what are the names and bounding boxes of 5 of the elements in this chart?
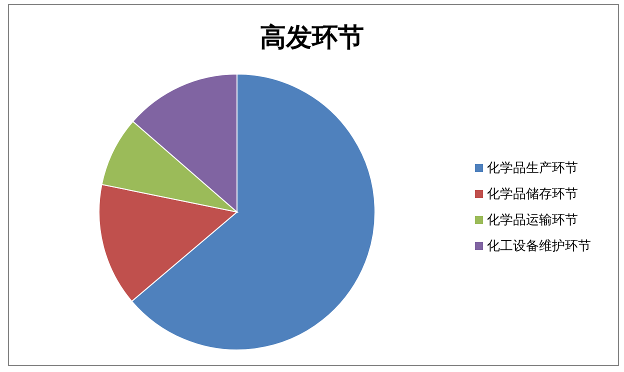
chart-title: 高发环节 [260,23,364,53]
legend-label: 化学品生产环节 [487,161,578,176]
legend-label: 化工设备维护环节 [487,239,591,254]
legend-label: 化学品储存环节 [487,187,578,202]
legend-label: 化学品运输环节 [487,213,578,228]
